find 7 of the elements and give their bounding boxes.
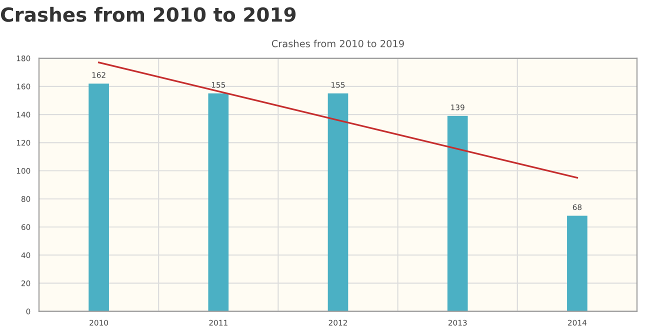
bar xyxy=(447,116,468,312)
chart-title: Crashes from 2010 to 2019 xyxy=(0,6,296,22)
bar xyxy=(88,84,109,312)
bar xyxy=(328,93,348,312)
chart-subtitle: Crashes from 2010 to 2019 xyxy=(272,40,404,48)
bar xyxy=(208,93,229,312)
bar xyxy=(567,216,588,312)
